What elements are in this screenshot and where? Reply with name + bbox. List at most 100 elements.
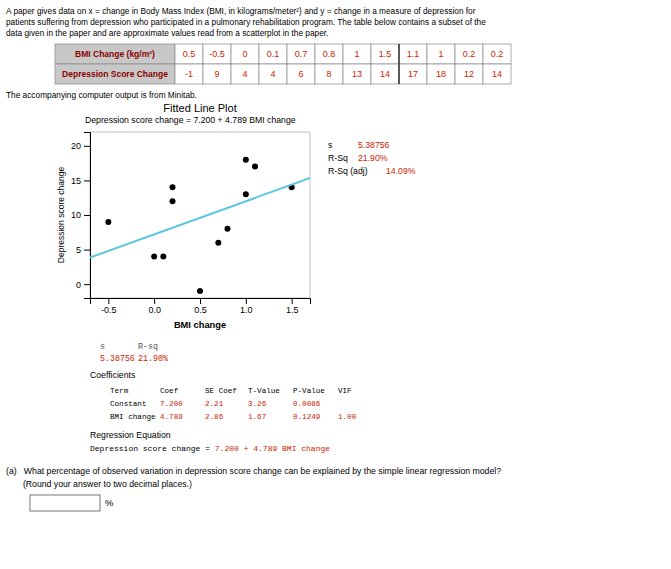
table-cell xyxy=(231,44,259,64)
section-title: Regression Equation xyxy=(90,430,171,440)
coef-header: Term xyxy=(110,387,129,395)
table-value: 4 xyxy=(242,69,247,79)
x-tick: 1.5 xyxy=(286,298,299,315)
x-tick-mark xyxy=(246,298,247,304)
table-separator xyxy=(398,44,400,84)
table-value: 4 xyxy=(270,69,275,79)
table-cell xyxy=(343,64,371,84)
y-tick: 15 xyxy=(71,176,90,186)
table-value: 17 xyxy=(408,69,418,79)
data-table: BMI Change (kg/m²)0.5-0.500.10.70.811.51… xyxy=(55,44,511,84)
table-value: 1 xyxy=(438,49,443,59)
table-value: 1 xyxy=(354,49,359,59)
table-value: 0.2 xyxy=(463,49,476,59)
y-tick-mark xyxy=(84,146,90,147)
coef-value: 1.00 xyxy=(338,413,357,421)
table-header-cell xyxy=(55,64,175,84)
table-value: -0.5 xyxy=(209,49,225,59)
coef-value: 0.1249 xyxy=(293,413,321,421)
y-axis-line xyxy=(84,133,91,299)
coef-value: 1.67 xyxy=(248,413,266,421)
table-value: 12 xyxy=(464,69,474,79)
y-tick-mark xyxy=(84,250,90,251)
x-tick-label: 1.0 xyxy=(240,305,253,315)
table-value: 6 xyxy=(298,69,303,79)
table-cell xyxy=(427,44,455,64)
table-cell xyxy=(175,64,203,84)
table-value: 8 xyxy=(326,69,331,79)
table-value: -1 xyxy=(185,69,193,79)
scatter-point xyxy=(151,254,157,260)
table-value: 1.1 xyxy=(407,49,420,59)
x-axis-line xyxy=(91,299,311,305)
table-value: 0.5 xyxy=(183,49,196,59)
table-cell xyxy=(399,44,427,64)
y-tick-mark xyxy=(84,215,90,216)
coef-header: T-Value xyxy=(248,387,280,395)
page: A paper gives data on x = change in Body… xyxy=(0,0,671,569)
scatter-point xyxy=(170,198,176,204)
y-tick-label: 10 xyxy=(71,210,81,220)
summary-label: R-sq xyxy=(138,342,158,351)
answer-unit: % xyxy=(105,498,113,508)
chart-title: Fitted Line Plot xyxy=(163,102,236,114)
table-cell xyxy=(287,64,315,84)
stat-label: R-Sq (adj) xyxy=(328,166,368,176)
table-header: BMI Change (kg/m²) xyxy=(75,49,155,59)
table-cell xyxy=(203,64,231,84)
x-tick-label: -0.5 xyxy=(101,305,117,315)
table-value: 1.5 xyxy=(379,49,392,59)
table-value: 0.8 xyxy=(323,49,336,59)
coef-header: SE Coef xyxy=(205,387,237,395)
plot-frame xyxy=(90,132,310,298)
marks xyxy=(90,157,310,294)
summary-value: 5.38756 xyxy=(100,354,135,363)
stat-value: 5.38756 xyxy=(358,140,390,150)
table-cell xyxy=(483,44,511,64)
y-tick: 0 xyxy=(76,280,90,290)
summary-value: 21.90% xyxy=(138,354,168,363)
answer-box xyxy=(30,495,100,511)
x-tick-mark xyxy=(154,298,155,304)
x-axis-title: BMI change xyxy=(174,320,226,330)
table-cell xyxy=(315,44,343,64)
x-tick-label: 0.0 xyxy=(148,305,161,315)
coef-value: 3.26 xyxy=(248,400,267,408)
section-title: Coefficients xyxy=(90,370,136,380)
table-value: 0.2 xyxy=(491,49,504,59)
table-value: 0 xyxy=(242,49,247,59)
intro-text: data given in the paper and are approxim… xyxy=(6,28,328,38)
coef-term: Constant xyxy=(110,400,146,408)
question-text: (Round your answer to two decimal places… xyxy=(6,479,192,489)
plot: -0.50.00.51.01.505101520 xyxy=(71,132,311,315)
y-tick: 10 xyxy=(71,210,90,220)
table-header: Depression Score Change xyxy=(62,69,168,79)
y-tick-label: 5 xyxy=(76,245,81,255)
x-tick-mark xyxy=(292,298,293,304)
x-tick-label: 1.5 xyxy=(286,305,299,315)
x-tick: 0.5 xyxy=(194,298,207,315)
note-text: The accompanying computer output is from… xyxy=(6,90,197,100)
scatter-point xyxy=(197,288,203,294)
table-cell xyxy=(259,64,287,84)
coef-value: 2.21 xyxy=(205,400,224,408)
table-value: 0.7 xyxy=(295,49,308,59)
y-tick: 5 xyxy=(76,245,90,255)
table-cell xyxy=(371,44,399,64)
scatter-point xyxy=(215,240,221,246)
coef-value: 2.86 xyxy=(205,413,224,421)
coef-header: VIF xyxy=(338,387,352,395)
x-tick-mark xyxy=(108,298,109,304)
table-cell xyxy=(483,64,511,84)
summary-label: s xyxy=(100,342,105,351)
equation-text: Depression score change = xyxy=(90,444,215,453)
scatter-point xyxy=(243,157,249,163)
coef-value: 7.200 xyxy=(160,400,183,408)
scatter-point xyxy=(105,219,111,225)
x-tick: 1.0 xyxy=(240,298,253,315)
table-value: 14 xyxy=(380,69,390,79)
x-axis: -0.5 0.0 0.5 1.0 1.5 xyxy=(91,298,311,315)
stat-value: 14.09% xyxy=(386,166,416,176)
table-cell xyxy=(315,64,343,84)
table-cell xyxy=(371,64,399,84)
